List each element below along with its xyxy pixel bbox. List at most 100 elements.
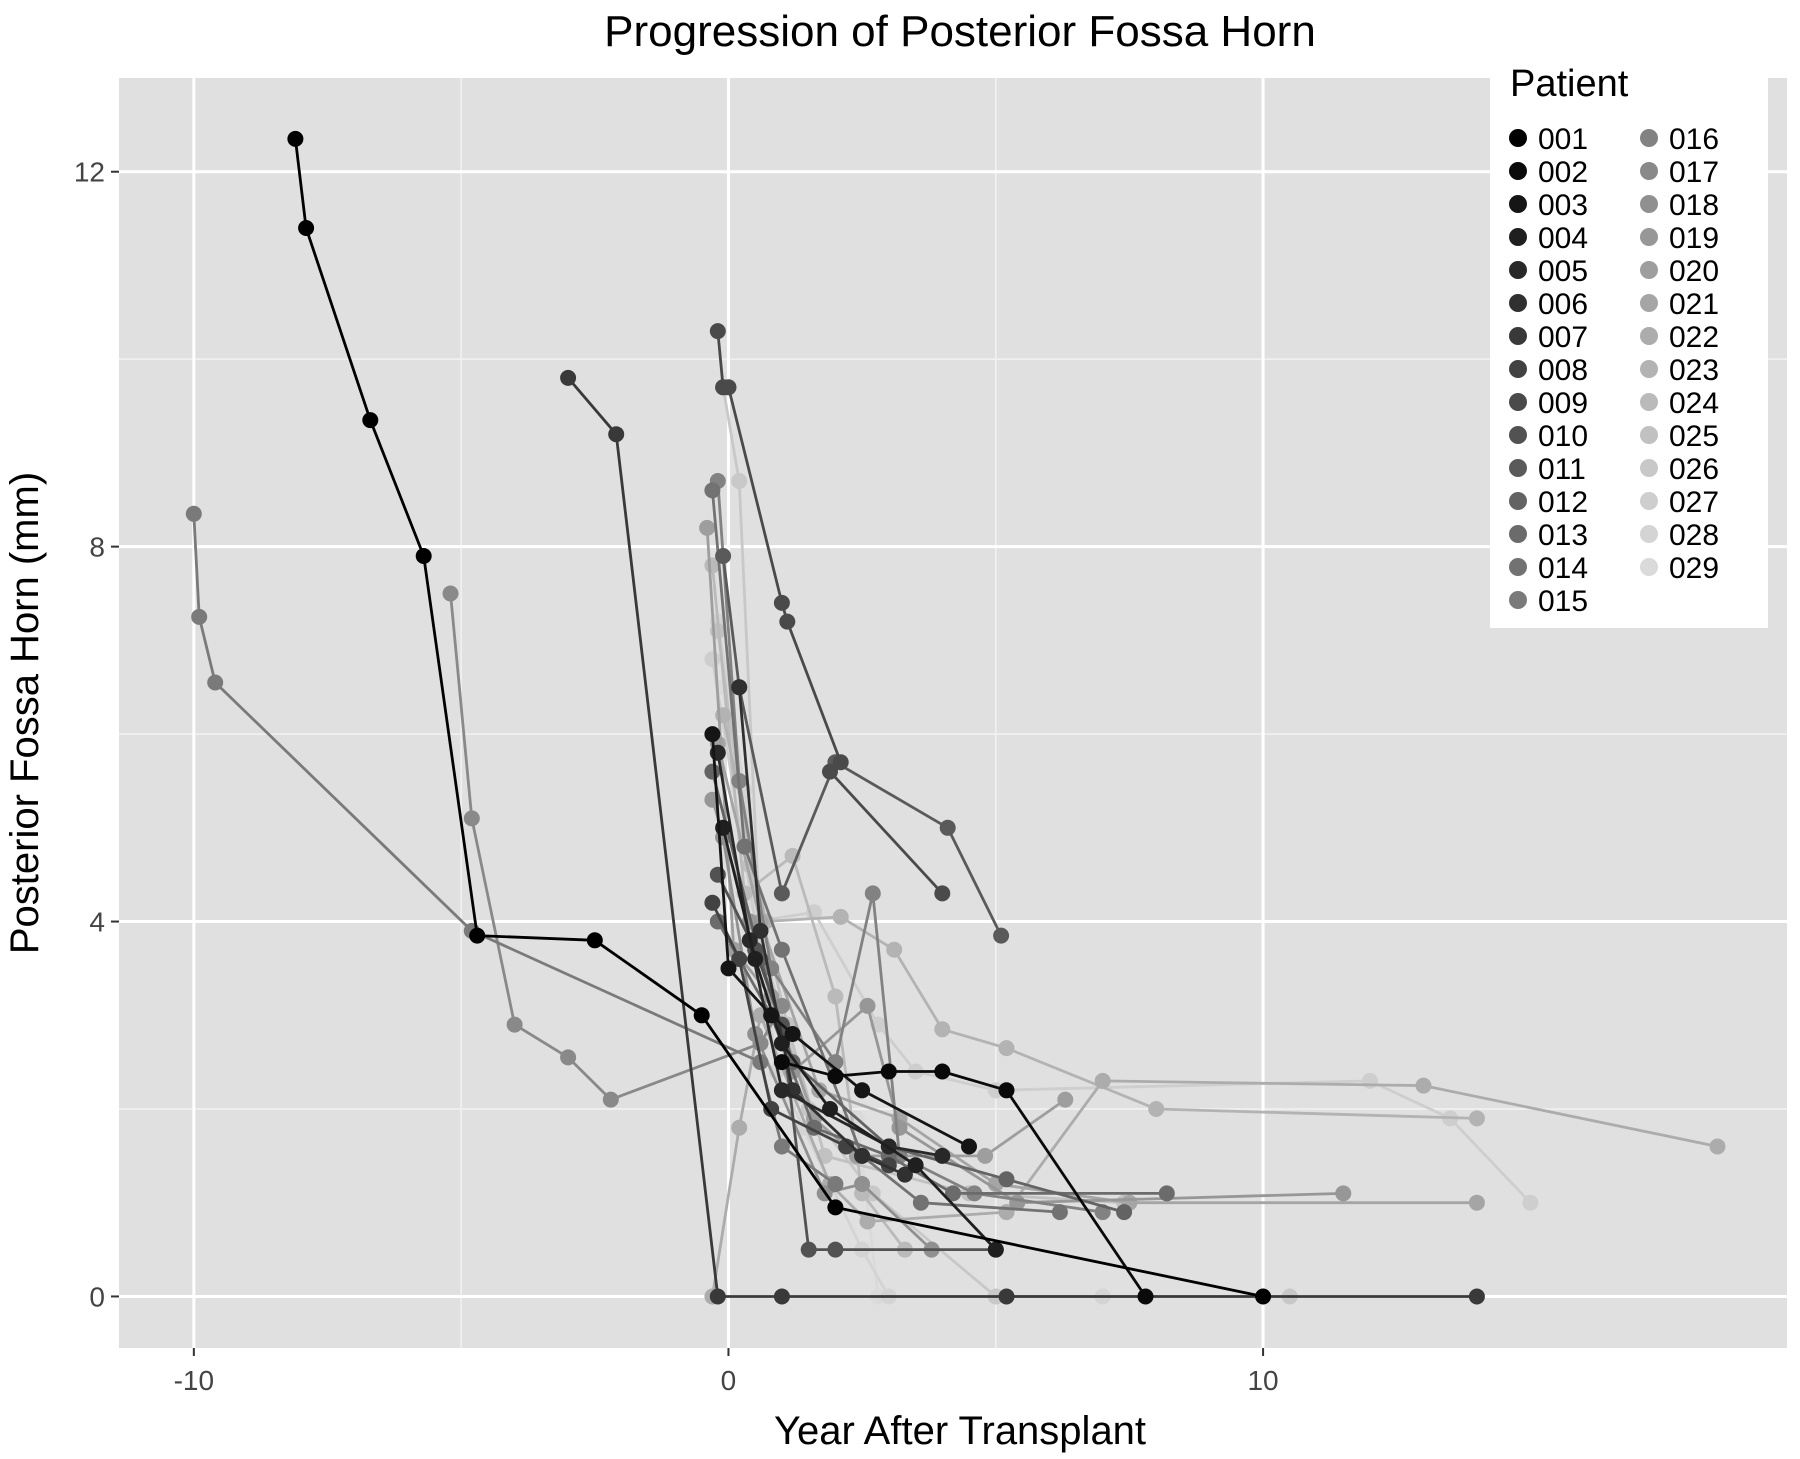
y-axis: 0 4 8 12 [74, 157, 119, 1312]
series-line [721, 555, 1003, 937]
legend-item: 002 [1509, 156, 1588, 189]
data-point [506, 1016, 523, 1033]
legend-key [1509, 162, 1527, 180]
data-point [699, 519, 716, 536]
legend-label: 020 [1669, 255, 1719, 288]
series-line [711, 771, 1125, 1214]
data-point [1415, 1077, 1432, 1094]
legend-key [1640, 327, 1658, 345]
legend-key [1509, 228, 1527, 246]
data-point [945, 1185, 961, 1202]
data-point [704, 763, 721, 780]
data-point [704, 651, 721, 668]
legend: Patient 00100200300400500600700800901001… [1490, 48, 1768, 628]
legend-key [1509, 492, 1527, 510]
data-point [854, 1082, 871, 1099]
data-point [709, 323, 726, 340]
legend-label: 009 [1538, 387, 1588, 420]
data-point [608, 426, 625, 443]
series-line [711, 565, 907, 1251]
data-point [880, 1063, 897, 1080]
legend-label: 025 [1669, 420, 1719, 453]
legend-item: 018 [1640, 189, 1719, 222]
data-point [896, 1166, 913, 1183]
legend-item: 011 [1509, 453, 1586, 486]
data-point [838, 1138, 855, 1155]
y-tick-label: 8 [89, 532, 105, 563]
legend-item: 025 [1640, 420, 1719, 453]
data-point [811, 1082, 828, 1099]
legend-item: 027 [1640, 486, 1719, 519]
data-point [720, 960, 737, 977]
data-point [709, 1288, 726, 1305]
legend-label: 023 [1669, 354, 1719, 387]
data-point [736, 838, 753, 855]
legend-label: 024 [1669, 387, 1719, 420]
data-point [827, 1176, 844, 1192]
data-point [939, 819, 956, 836]
data-point [693, 1007, 710, 1024]
data-point [1468, 1110, 1485, 1127]
data-point [207, 674, 224, 691]
data-point [891, 1119, 908, 1136]
legend-item: 017 [1640, 156, 1719, 189]
legend-key [1640, 162, 1658, 180]
legend-label: 005 [1538, 255, 1588, 288]
series-line [716, 480, 1103, 1214]
legend-key [1640, 558, 1658, 576]
legend-item: 012 [1509, 486, 1588, 519]
data-point [185, 505, 202, 522]
legend-item: 022 [1640, 321, 1719, 354]
data-point [1522, 1194, 1539, 1211]
data-point [1468, 1194, 1485, 1211]
data-point [912, 1194, 929, 1211]
series-007 [560, 369, 1485, 1305]
series-009 [709, 323, 951, 902]
data-point [827, 988, 844, 1005]
data-point [864, 885, 881, 902]
legend-key [1509, 525, 1527, 543]
legend-item: 024 [1640, 387, 1719, 420]
data-point [1335, 1185, 1352, 1202]
series-002 [773, 1054, 1154, 1305]
legend-key [1509, 558, 1527, 576]
data-point [1255, 1288, 1272, 1305]
x-axis-title: Year After Transplant [774, 1409, 1146, 1453]
legend-key [1640, 393, 1658, 411]
legend-label: 015 [1538, 585, 1588, 618]
data-point [1116, 1204, 1133, 1221]
legend-key [1640, 360, 1658, 378]
data-point [1709, 1138, 1726, 1155]
data-point [822, 763, 838, 780]
legend-key [1640, 261, 1658, 279]
legend-item: 014 [1509, 552, 1588, 585]
data-point [442, 585, 459, 602]
data-point [773, 1138, 790, 1155]
data-point [832, 754, 849, 771]
legend-title: Patient [1510, 63, 1629, 105]
data-point [731, 1119, 748, 1136]
data-point [1051, 1204, 1068, 1221]
legend-item: 026 [1640, 453, 1719, 486]
data-point [773, 941, 790, 958]
data-point [1057, 1091, 1074, 1108]
data-point [998, 1082, 1015, 1099]
legend-label: 028 [1669, 519, 1719, 552]
legend-item: 020 [1640, 255, 1719, 288]
data-point [415, 548, 432, 564]
data-point [1148, 1101, 1165, 1117]
legend-box [1490, 48, 1768, 628]
legend-item: 021 [1640, 288, 1719, 321]
data-point [704, 726, 721, 743]
legend-key [1509, 195, 1527, 213]
data-point [1137, 1288, 1154, 1305]
data-point [731, 679, 748, 696]
data-point [747, 951, 764, 967]
legend-key [1509, 591, 1527, 609]
legend-label: 013 [1538, 519, 1588, 552]
chart-title: Progression of Posterior Fossa Horn [604, 7, 1316, 56]
data-point [998, 1040, 1015, 1057]
legend-item: 023 [1640, 354, 1719, 387]
legend-label: 012 [1538, 486, 1588, 519]
